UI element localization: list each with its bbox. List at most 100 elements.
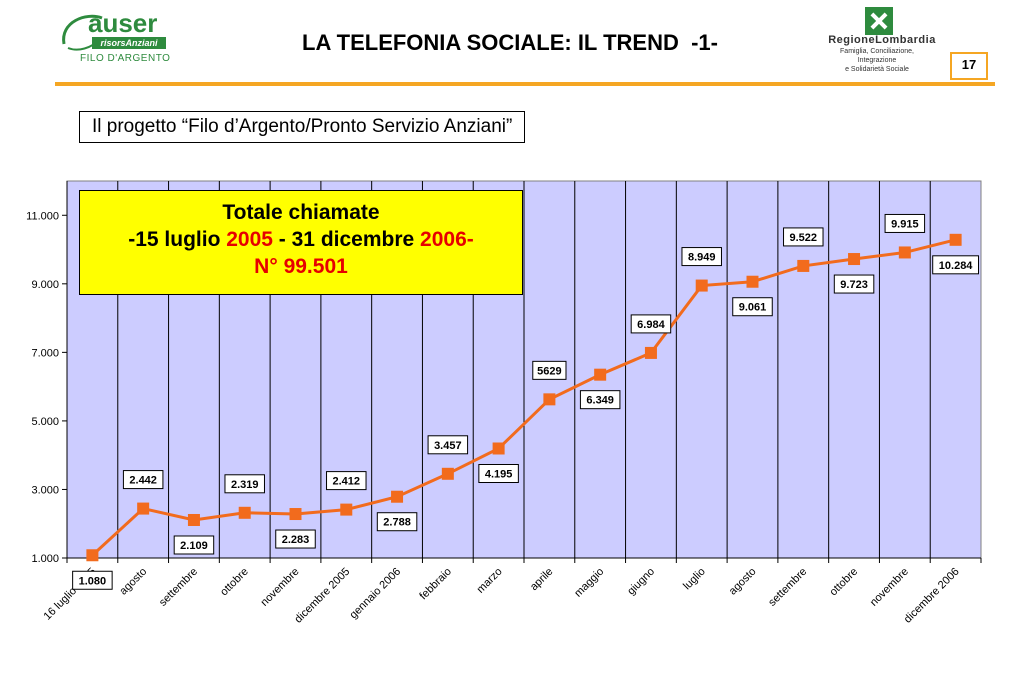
x-tick-label: dicembre 2005	[292, 566, 352, 626]
data-label: 4.195	[478, 463, 519, 483]
y-tick-label: 1.000	[31, 553, 59, 565]
data-label: 1.080	[72, 570, 113, 590]
series-line	[91, 238, 956, 557]
data-label: 5629	[532, 360, 567, 380]
data-label-text: 3.457	[434, 440, 462, 452]
data-label: 10.284	[932, 255, 980, 275]
data-point	[797, 259, 810, 272]
callout-date-end-text: - 31 dicembre	[272, 228, 421, 251]
x-tick-label: settembre	[766, 566, 809, 609]
y-tick-label: 7.000	[31, 347, 59, 359]
data-label-text: 4.195	[485, 468, 513, 480]
data-point	[86, 549, 99, 562]
data-label: 2.319	[224, 474, 265, 494]
regione-lombardia-sub-line: Integrazione	[857, 57, 897, 64]
data-point	[289, 508, 302, 521]
data-label-text: 1.080	[79, 575, 107, 587]
project-subtitle: Il progetto “Filo d’Argento/Pronto Servi…	[79, 111, 526, 143]
callout-year-end: 2006-	[420, 228, 474, 251]
y-tick-label: 9.000	[31, 279, 59, 291]
callout-date-start-text: -15 luglio	[128, 228, 227, 251]
data-label-box	[326, 471, 367, 491]
data-label: 2.788	[376, 512, 418, 532]
regione-lombardia-emblem-icon	[865, 7, 893, 35]
x-tick-label: ottobre	[827, 566, 860, 599]
data-label: 2.283	[275, 529, 316, 549]
callout-year-start: 2005	[226, 228, 273, 251]
data-label-box	[376, 512, 418, 532]
regione-lombardia-name: RegioneLombardia	[828, 34, 936, 46]
data-label-text: 2.319	[231, 479, 259, 491]
data-label: 3.457	[427, 435, 469, 455]
data-label-text: 10.284	[939, 260, 974, 272]
x-tick-label: novembre	[259, 566, 302, 609]
data-label-box	[884, 213, 926, 233]
x-tick-label: aprile	[528, 566, 556, 594]
x-tick-label: gennaio 2006	[348, 566, 404, 622]
data-label: 8.949	[681, 247, 722, 267]
data-label-box	[224, 474, 265, 494]
total-calls-callout: Totale chiamate -15 luglio 2005 - 31 dic…	[79, 190, 523, 295]
callout-line2: -15 luglio 2005 - 31 dicembre 2006-	[80, 226, 522, 253]
data-label-box	[173, 535, 215, 555]
data-label-box	[630, 314, 672, 334]
data-point	[746, 275, 759, 288]
data-label-text: 9.723	[840, 279, 868, 291]
y-tick-label: 11.000	[26, 210, 59, 222]
callout-total: N° 99.501	[254, 255, 348, 278]
data-label: 9.915	[884, 213, 926, 233]
auser-logo-band: risorsAnziani	[92, 37, 166, 49]
data-point	[543, 393, 556, 406]
data-label-box	[579, 390, 621, 410]
data-label-text: 2.109	[180, 540, 208, 552]
regione-lombardia-subtitle: Famiglia, Conciliazione, Integrazione e …	[822, 47, 932, 74]
data-label-text: 2.788	[383, 517, 411, 529]
page-title: LA TELEFONIA SOCIALE: IL TREND -1-	[302, 30, 718, 55]
data-label-box	[732, 297, 773, 317]
x-tick-label: febbraio	[417, 566, 454, 603]
data-point	[187, 513, 200, 526]
data-point	[594, 368, 607, 381]
data-label-box	[478, 463, 519, 483]
data-point	[949, 233, 962, 246]
data-label: 9.723	[833, 274, 875, 294]
data-label: 6.984	[630, 314, 672, 334]
data-label-box	[122, 470, 164, 490]
page-number: 17	[950, 52, 988, 80]
x-tick-label: maggio	[572, 566, 606, 600]
y-tick-label: 3.000	[31, 484, 59, 496]
data-label-text: 8.949	[688, 252, 716, 264]
data-label-text: 9.915	[891, 218, 919, 230]
data-label: 9.061	[732, 297, 773, 317]
data-label: 2.109	[173, 535, 215, 555]
data-label-text: 6.349	[586, 395, 614, 407]
data-point	[848, 253, 861, 266]
x-tick-label: agosto	[117, 566, 149, 598]
regione-lombardia-sub-line: Famiglia, Conciliazione,	[840, 48, 914, 55]
x-tick-label: marzo	[475, 566, 505, 596]
data-label-box	[681, 247, 722, 267]
data-label-text: 5629	[537, 365, 561, 377]
data-label: 9.522	[783, 227, 824, 247]
data-label-box	[783, 227, 824, 247]
data-point	[340, 503, 353, 516]
data-label-text: 2.412	[333, 476, 361, 488]
data-point	[238, 506, 251, 519]
data-label-text: 9.522	[790, 232, 818, 244]
data-label-box	[833, 274, 875, 294]
auser-logo-caption: FILO D'ARGENTO	[80, 53, 171, 64]
x-tick-label: luglio	[681, 566, 708, 593]
x-tick-label: dicembre 2006	[902, 566, 962, 626]
data-label-box	[427, 435, 469, 455]
data-label-box	[532, 360, 567, 380]
data-point	[644, 346, 657, 359]
x-tick-label: ottobre	[218, 566, 251, 599]
data-label: 2.442	[122, 470, 164, 490]
data-label: 2.412	[326, 471, 367, 491]
callout-line1: Totale chiamate	[222, 201, 380, 224]
y-tick-label: 5.000	[31, 416, 59, 428]
x-tick-label: agosto	[727, 566, 759, 598]
data-label: 6.349	[579, 390, 621, 410]
data-point	[898, 246, 911, 259]
